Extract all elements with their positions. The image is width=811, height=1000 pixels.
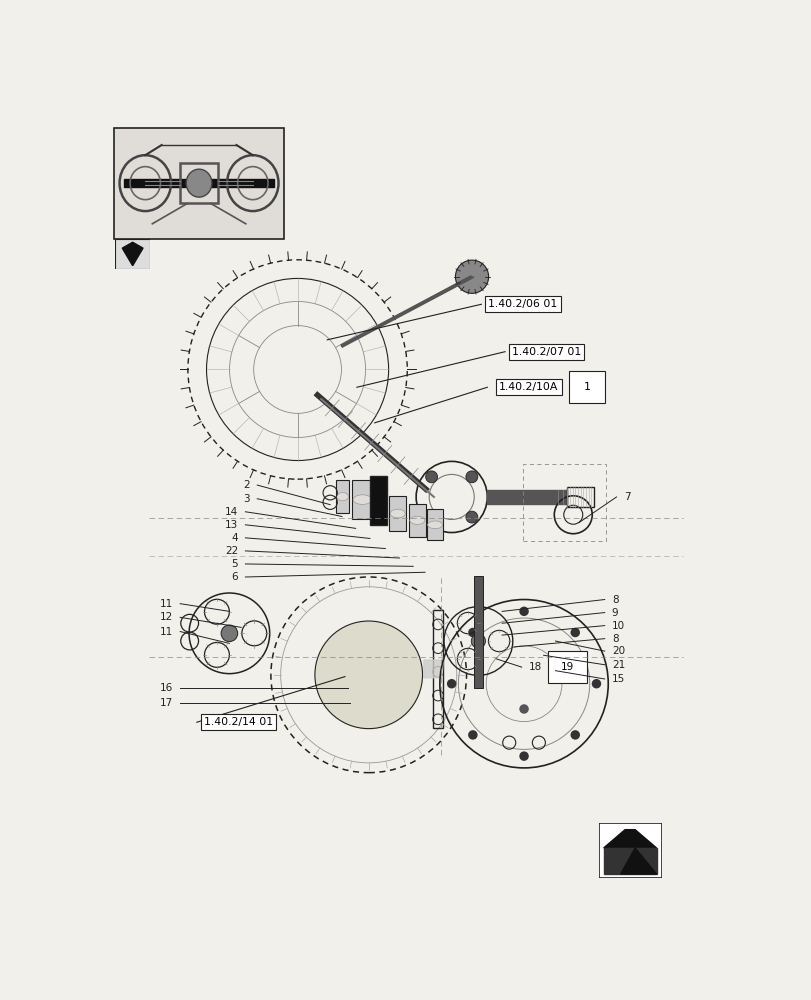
FancyBboxPatch shape bbox=[114, 128, 284, 239]
